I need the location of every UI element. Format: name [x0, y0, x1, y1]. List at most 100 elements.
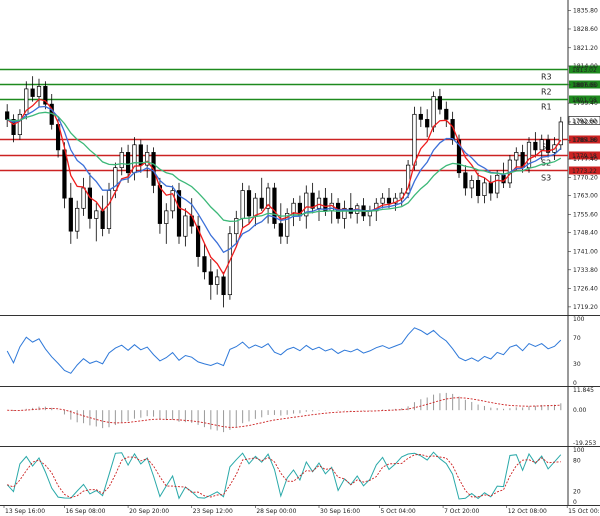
candle-body [183, 215, 188, 237]
ma-green-line [7, 111, 562, 222]
candle-body [259, 197, 264, 209]
time-tick-label: 15 Oct 00:00 [568, 508, 600, 515]
candle-body [234, 218, 239, 235]
candle-body [68, 197, 73, 232]
price-tick-label: 1733.80 [573, 267, 598, 274]
candle-body [5, 111, 10, 120]
level-price-label: 1813.02 [572, 67, 597, 74]
level-price-tag [569, 166, 600, 175]
candle-body [304, 192, 309, 217]
candle-body [329, 202, 334, 212]
candle-body [456, 139, 462, 174]
level-price-label: 1773.22 [572, 168, 597, 175]
candle-body [412, 113, 417, 166]
level-name-r2: R2 [541, 88, 552, 97]
candle-body [425, 119, 430, 128]
candle-body [215, 276, 220, 285]
candle-body [202, 256, 207, 273]
candle-body [43, 86, 48, 105]
candle-body [437, 96, 443, 110]
price-tick-label: 1828.60 [573, 26, 598, 33]
stochastic-main-line [6, 451, 562, 500]
candle-body [253, 197, 258, 217]
candle-body [17, 113, 23, 135]
price-tick-label: 1821.20 [573, 45, 598, 52]
candle-body [393, 197, 398, 204]
candle-body [208, 271, 213, 285]
price-tick-label: 1763.00 [573, 193, 598, 200]
indicator-tick-label: 80 [573, 457, 581, 464]
candle-body [11, 119, 16, 135]
candle-body [272, 187, 277, 224]
level-price-tag [569, 80, 600, 89]
candle-body [431, 96, 436, 128]
candle-body [316, 197, 322, 209]
candle-body [100, 210, 105, 229]
rsi-line [6, 327, 562, 374]
level-price-tag [569, 151, 600, 160]
price-tick-label: 1814.00 [573, 63, 598, 70]
price-axis: 1792.60 1835.80 1828.60 1821.20 1814.00 1806.… [568, 8, 600, 311]
time-axis: 13 Sep 16:00 16 Sep 08:00 20 Sep 20:00 23 S… [3, 505, 600, 515]
level-price-tag [569, 135, 600, 144]
ma-blue-line [6, 105, 562, 254]
indicator-tick-label: 100 [573, 316, 585, 323]
price-tick-label: 1770.20 [573, 174, 598, 181]
candle-body [495, 174, 500, 194]
candle-body [62, 149, 67, 199]
level-price-label: 1807.05 [572, 82, 597, 89]
candle-body [291, 202, 296, 214]
indicator-tick-label: 0 [573, 380, 577, 387]
time-tick-label: 28 Sep 00:00 [256, 508, 296, 515]
price-tick-label: 1799.40 [573, 100, 598, 107]
time-tick-label: 13 Sep 16:00 [5, 508, 45, 515]
candle-body [386, 197, 392, 204]
candle-body [145, 152, 150, 166]
indicator-tick-label: 0 [573, 499, 577, 506]
time-tick-label: 16 Sep 08:00 [65, 508, 105, 515]
current-price-label: 1792.60 [572, 118, 597, 125]
time-tick-label: 7 Oct 20:00 [444, 508, 479, 515]
candle-body [533, 141, 538, 151]
candle-body [75, 207, 80, 232]
candle-body [310, 192, 315, 209]
candle-body [285, 213, 290, 237]
candle-body [475, 180, 481, 196]
level-name-r1: R1 [541, 103, 552, 112]
price-tick-label: 1784.80 [573, 137, 598, 144]
moving-average-lines [6, 98, 562, 276]
indicator-tick-label: 30 [573, 361, 581, 368]
time-tick-label: 12 Oct 08:00 [508, 508, 547, 515]
candle-body [514, 152, 519, 161]
price-tick-label: 1748.40 [573, 230, 598, 237]
candle-body [94, 210, 99, 219]
time-tick-label: 20 Sep 20:00 [129, 508, 169, 515]
level-price-tag [569, 95, 600, 104]
candle-body [30, 88, 35, 97]
price-tick-label: 1726.40 [573, 286, 598, 293]
current-price-tag [568, 116, 600, 125]
candle-body [558, 121, 563, 146]
candle-body [170, 190, 175, 212]
price-tick-label: 1741.00 [573, 248, 598, 255]
candle-body [125, 152, 131, 174]
candle-body [469, 180, 474, 189]
indicator-tick-label: 0.00 [573, 407, 587, 414]
candle-body [265, 187, 271, 209]
time-tick-label: 30 Sep 16:00 [320, 508, 360, 515]
candle-body [539, 139, 544, 151]
candle-body [444, 108, 449, 120]
candle-body [278, 223, 283, 237]
indicator-tick-label: 70 [573, 335, 581, 342]
candle-body [176, 190, 182, 237]
candle-body [488, 182, 493, 194]
price-panel-bg [0, 0, 568, 315]
stochastic-signal-line [7, 453, 561, 499]
level-name-r3: R3 [541, 73, 552, 82]
candle-body [106, 190, 112, 229]
level-name-s3: S3 [541, 174, 551, 183]
ma-red-line [6, 98, 562, 276]
macd-signal-line [7, 397, 561, 428]
